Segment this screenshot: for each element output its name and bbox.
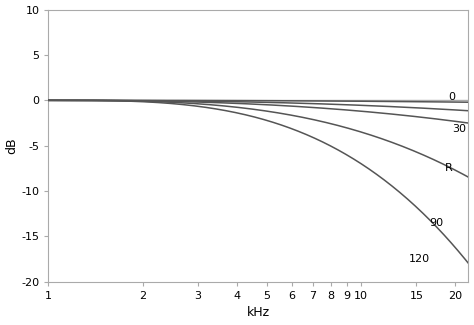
X-axis label: kHz: kHz: [247, 306, 270, 319]
Text: 120: 120: [409, 254, 430, 264]
Text: 30: 30: [452, 124, 466, 134]
Text: R: R: [445, 163, 453, 174]
Text: 0: 0: [448, 92, 456, 102]
Text: 90: 90: [429, 218, 444, 228]
Y-axis label: dB: dB: [6, 137, 18, 154]
